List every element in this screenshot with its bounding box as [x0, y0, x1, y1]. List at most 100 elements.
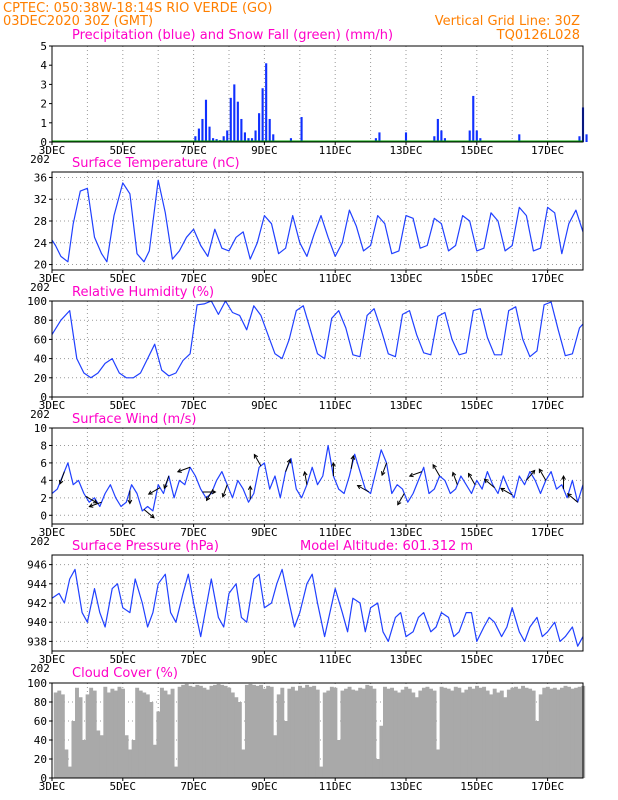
x-tick-label: 11DEC — [319, 144, 352, 157]
precip-bar — [233, 84, 236, 142]
wind-arrow-shaft — [59, 471, 65, 485]
x-tick-label: 15DEC — [460, 526, 493, 539]
y-tick-label: 8 — [40, 439, 47, 452]
cloud-bar — [67, 766, 72, 778]
precip-bar — [475, 130, 478, 142]
x-tick-label: 3DEC — [39, 272, 66, 285]
x-tick-label: 13DEC — [389, 780, 422, 793]
wind-arrow — [566, 493, 579, 503]
cloud-bar — [248, 683, 253, 778]
wind-arrow-head — [302, 470, 308, 476]
cloud-bar — [453, 686, 458, 778]
cloud-bar — [397, 692, 402, 778]
cloud-bar — [294, 690, 299, 778]
precip-bar — [433, 136, 436, 142]
precip-bar — [201, 118, 204, 142]
humidity-title: Relative Humidity (%) — [72, 285, 214, 300]
cloud-bar — [312, 685, 317, 778]
wind-arrow-head — [350, 454, 356, 460]
cloud-bar — [510, 687, 515, 778]
y-tick-label: 938 — [27, 635, 47, 648]
wind-arrow — [451, 471, 458, 485]
cloud-bar — [124, 735, 129, 778]
cloud-bar — [475, 685, 479, 778]
cloud-bar — [78, 697, 83, 778]
cloud-bar — [464, 689, 469, 778]
x-tick-label: 15DEC — [460, 780, 493, 793]
cloud-bar — [57, 690, 62, 778]
y-tick-label: 944 — [27, 578, 47, 591]
cloud-bar — [262, 688, 267, 778]
precip-bar — [236, 101, 239, 142]
cloud-bar — [552, 687, 557, 778]
cloud-bar — [528, 688, 533, 778]
cloud-bar — [436, 749, 441, 778]
wind-arrow — [176, 466, 191, 473]
cloud-bar — [255, 685, 260, 778]
wind-arrow-head — [468, 472, 473, 478]
wind-arrow — [525, 469, 536, 481]
y-tick-label: 946 — [27, 559, 47, 572]
x-tick-label: 11DEC — [319, 399, 352, 412]
cloud-bar — [209, 685, 214, 778]
precip-bar — [272, 134, 275, 142]
wind-arrow-shaft — [222, 484, 228, 498]
wind-arrow-shaft — [206, 488, 214, 501]
x-tick-label: 15DEC — [460, 144, 493, 157]
cloud-bar — [319, 766, 324, 778]
wind-arrow-head — [483, 478, 489, 484]
precip-bar — [247, 138, 250, 142]
x-tick-label: 3DEC — [39, 144, 66, 157]
cloud-bar — [503, 697, 508, 778]
cloud-bar — [75, 687, 79, 778]
wind-arrow — [202, 489, 217, 495]
precip-bar — [440, 130, 443, 142]
precip-bar — [443, 138, 447, 142]
cloud-bar — [542, 687, 547, 778]
cloud-bar — [457, 687, 462, 778]
cloud-bar — [329, 686, 334, 778]
cloud-bar — [368, 685, 373, 778]
precip-bar — [479, 138, 482, 142]
cloud-bar — [404, 686, 409, 778]
wind-arrow-shaft — [253, 454, 262, 467]
x-tick-label: 7DEC — [180, 526, 207, 539]
plot-frame — [51, 300, 584, 398]
cloud-bar — [273, 735, 278, 778]
cloud-bar — [280, 687, 285, 778]
x-tick-label: 7DEC — [180, 399, 207, 412]
temperature-series-line — [51, 179, 584, 263]
cloud-bar — [340, 690, 345, 778]
x-tick-label: 17DEC — [531, 272, 564, 285]
wind-arrow — [285, 458, 292, 472]
cloud-bar — [344, 688, 348, 778]
wind-arrow — [350, 454, 356, 469]
wind-arrow-head — [253, 453, 259, 459]
wind-arrow — [408, 471, 423, 478]
y-tick-label: 5 — [40, 40, 47, 53]
cloud-bar — [60, 694, 65, 778]
cloud-bar — [71, 721, 76, 778]
y-tick-label: 60 — [34, 333, 47, 346]
wind-arrow-head — [566, 493, 572, 498]
wind-arrow-head — [530, 469, 536, 475]
cloud-bar — [177, 686, 182, 778]
y-tick-label: 0 — [40, 136, 47, 149]
cloud-bar — [266, 685, 271, 778]
cloud-bar — [421, 687, 426, 778]
cloud-bar — [163, 690, 168, 778]
cloud-bar — [252, 684, 256, 778]
cloud-bar — [181, 684, 186, 778]
wind-arrow-head — [451, 471, 457, 477]
wind-arrow — [302, 470, 308, 485]
y-tick-label: 0 — [40, 391, 47, 404]
pressure-title: Surface Pressure (hPa) — [72, 539, 219, 554]
wind-arrow — [163, 475, 170, 490]
wind-arrow-head — [147, 490, 153, 495]
cloud-bar — [220, 684, 225, 778]
cloud-bar — [336, 740, 341, 778]
x-tick-label: 7DEC — [180, 144, 207, 157]
wind-arrow-shaft — [468, 473, 476, 485]
x-tick-label: 5DEC — [110, 780, 137, 793]
cloud-bar — [365, 684, 370, 778]
